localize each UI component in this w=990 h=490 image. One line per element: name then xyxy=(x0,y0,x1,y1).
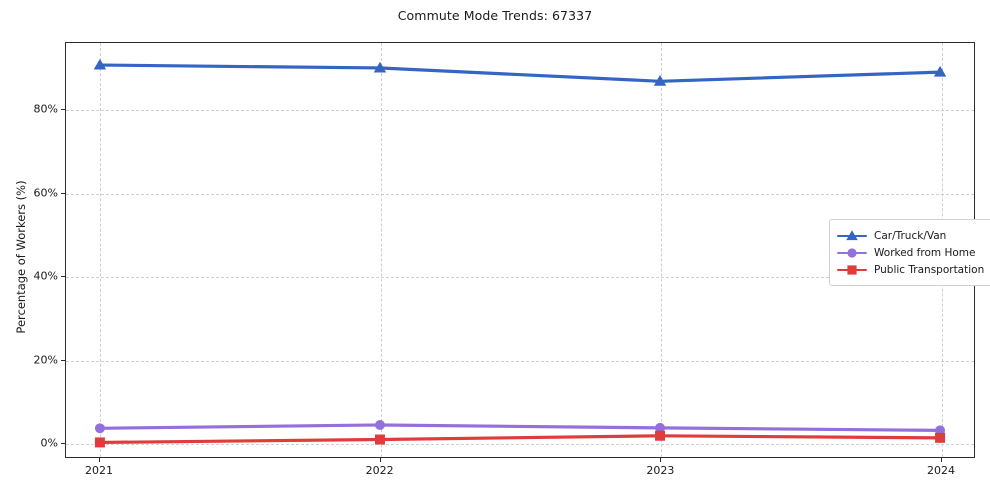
legend-label: Worked from Home xyxy=(874,246,976,259)
x-tick-mark xyxy=(941,458,942,462)
data-point-marker xyxy=(94,437,105,448)
gridline-vertical xyxy=(661,43,663,457)
series-line xyxy=(98,434,942,445)
legend-item[interactable]: Worked from Home xyxy=(837,244,984,261)
y-tick-mark xyxy=(61,108,65,110)
x-tick-label: 2021 xyxy=(85,464,113,477)
plot-area xyxy=(65,42,975,458)
gridline-horizontal xyxy=(66,360,974,362)
data-point-marker xyxy=(374,434,385,445)
y-tick-label: 40% xyxy=(33,269,58,283)
legend-item[interactable]: Car/Truck/Van xyxy=(837,227,984,244)
x-tick-mark xyxy=(660,458,662,462)
gridline-vertical xyxy=(100,43,101,457)
y-tick-label: 60% xyxy=(33,186,58,199)
legend-label: Car/Truck/Van xyxy=(874,229,947,242)
series-1 xyxy=(93,58,947,86)
series-line xyxy=(98,423,942,432)
data-point-marker xyxy=(933,65,947,77)
legend-item[interactable]: Public Transportation xyxy=(837,261,984,278)
chart-legend[interactable]: Car/Truck/Van Worked from Home Public Tran… xyxy=(829,219,990,286)
gridline-vertical xyxy=(380,43,382,457)
y-tick-label: 0% xyxy=(40,436,58,450)
x-tick-label: 2023 xyxy=(646,464,675,477)
data-point-marker xyxy=(655,422,666,433)
y-tick-mark xyxy=(61,359,65,361)
series-2 xyxy=(94,419,946,436)
gridline-horizontal xyxy=(66,109,974,111)
data-point-marker xyxy=(373,61,387,73)
data-point-marker xyxy=(93,58,107,70)
series-line xyxy=(98,63,942,83)
data-point-marker xyxy=(653,75,667,86)
chart-title: Commute Mode Trends: 67337 xyxy=(397,8,593,23)
y-tick-label: 20% xyxy=(33,353,58,367)
data-point-marker xyxy=(374,419,385,430)
gridline-horizontal xyxy=(66,193,974,195)
legend-swatch-square-icon xyxy=(837,263,867,277)
data-point-marker xyxy=(935,425,946,436)
data-point-marker xyxy=(935,432,946,443)
series-3 xyxy=(94,430,946,448)
legend-swatch-triangle-icon xyxy=(837,229,867,243)
data-point-marker xyxy=(94,423,105,434)
x-tick-mark xyxy=(99,458,100,462)
series-lines xyxy=(93,58,947,448)
legend-swatch-circle-icon xyxy=(837,246,867,260)
legend-label: Public Transportation xyxy=(874,263,985,276)
y-tick-mark xyxy=(61,192,65,194)
x-tick-mark xyxy=(379,458,381,462)
y-tick-label: 80% xyxy=(33,102,58,116)
gridline-horizontal xyxy=(66,444,974,446)
gridline-horizontal xyxy=(66,277,974,279)
x-tick-label: 2024 xyxy=(927,464,955,477)
y-tick-mark xyxy=(61,276,65,278)
y-tick-mark xyxy=(61,443,65,445)
x-tick-label: 2022 xyxy=(365,464,394,477)
data-point-marker xyxy=(655,430,666,441)
y-axis-label: Percentage of Workers (%) xyxy=(14,180,28,334)
